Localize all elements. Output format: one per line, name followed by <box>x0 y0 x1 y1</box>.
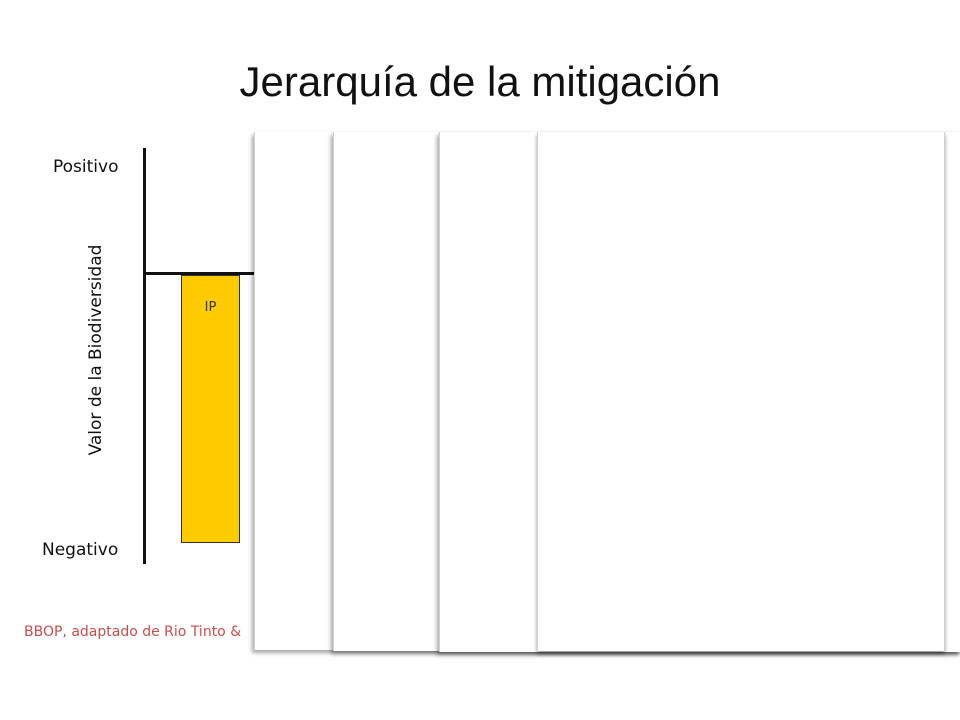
cover-panel-4 <box>537 132 945 651</box>
impact-bar <box>181 275 240 543</box>
slide-title: Jerarquía de la mitigación <box>239 58 721 105</box>
baseline-axis <box>143 272 258 275</box>
y-axis-label: Valor de la Biodiversidad <box>86 244 106 456</box>
vertical-axis <box>143 148 146 564</box>
source-citation: BBOP, adaptado de Rio Tinto & <box>24 624 242 640</box>
impact-bar-label: IP <box>204 300 217 315</box>
negative-label: Negativo <box>42 540 119 560</box>
positive-label: Positivo <box>53 157 119 177</box>
